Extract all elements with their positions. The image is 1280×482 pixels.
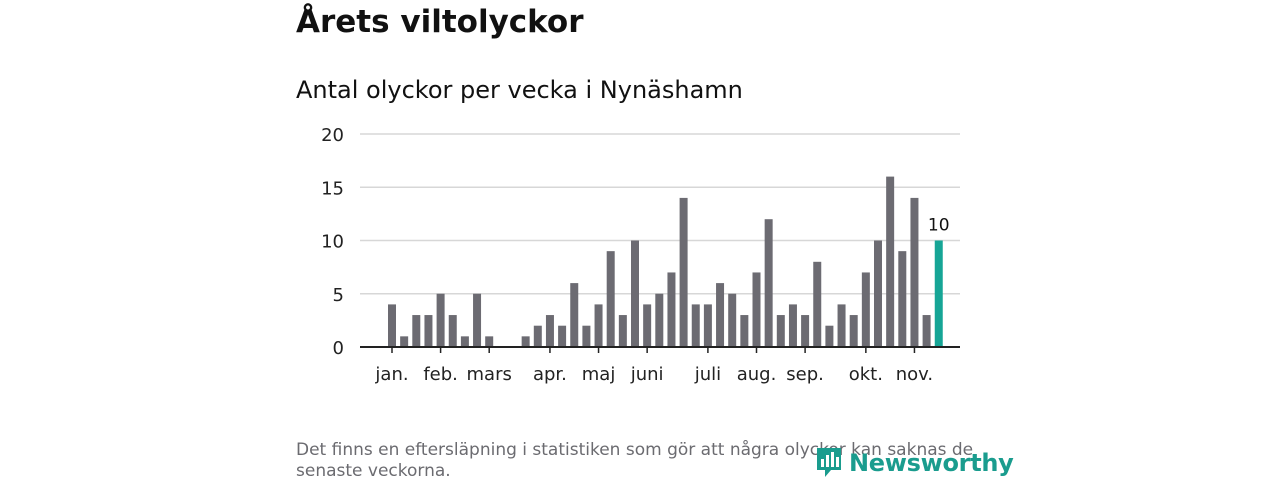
x-tick-label: sep. — [786, 364, 824, 385]
bar — [861, 272, 870, 347]
x-axis-ticks: jan. feb. mars apr. maj juni juli aug. sep. okt. n… — [374, 347, 933, 385]
x-tick-label: juni — [630, 364, 664, 385]
chart-title: Antal olyckor per vecka i Nynäshamn — [296, 76, 743, 104]
x-tick-label: mars — [467, 364, 512, 385]
bar — [849, 315, 858, 347]
bar — [424, 315, 433, 347]
bar — [400, 336, 409, 347]
bars — [388, 176, 943, 347]
bar — [533, 325, 542, 347]
bar — [667, 272, 676, 347]
bar — [728, 293, 737, 347]
data-label-latest: 10 — [928, 216, 950, 236]
bar — [788, 304, 797, 347]
x-tick-label: juli — [694, 364, 721, 385]
headline: Årets viltolyckor — [296, 4, 584, 40]
x-tick-label: jan. — [374, 364, 408, 385]
bar — [606, 251, 615, 347]
bar — [558, 325, 567, 347]
bar — [691, 304, 700, 347]
bar — [412, 315, 421, 347]
newsworthy-logo-icon — [817, 448, 841, 477]
bar — [752, 272, 761, 347]
bar — [801, 315, 810, 347]
bar — [545, 315, 554, 347]
bar — [703, 304, 712, 347]
bar — [618, 315, 627, 347]
bar — [460, 336, 469, 347]
y-tick-label: 5 — [333, 285, 344, 306]
bar — [388, 304, 396, 347]
x-tick-label: nov. — [896, 364, 933, 385]
bar — [448, 315, 457, 347]
bar — [922, 315, 931, 347]
bar — [570, 283, 579, 347]
bar — [594, 304, 603, 347]
bar — [910, 197, 919, 347]
grid-lines — [360, 133, 960, 295]
bar — [813, 261, 822, 347]
bar — [825, 325, 834, 347]
y-tick-label: 10 — [321, 232, 344, 253]
x-tick-label: maj — [582, 364, 616, 385]
x-tick-label: feb. — [423, 364, 458, 385]
bar — [716, 283, 725, 347]
bar — [655, 293, 664, 347]
x-tick-label: okt. — [849, 364, 883, 385]
bar — [740, 315, 749, 347]
bar — [521, 336, 530, 347]
y-tick-label: 20 — [321, 125, 344, 146]
bar — [874, 240, 882, 347]
y-axis-ticks: 0 5 10 15 20 — [321, 125, 344, 359]
bar — [631, 240, 639, 347]
bar — [886, 176, 895, 347]
brand-name: Newsworthy — [849, 449, 1014, 477]
bar — [898, 251, 907, 347]
bar — [643, 304, 652, 347]
bar — [776, 315, 785, 347]
x-tick-label: aug. — [737, 364, 777, 385]
x-tick-label: apr. — [533, 364, 567, 385]
bar — [837, 304, 846, 347]
bar-highlight — [934, 240, 943, 347]
footnote: Det finns en eftersläpning i statistiken… — [296, 440, 974, 481]
brand-logo[interactable]: Newsworthy — [815, 446, 1014, 480]
bar — [679, 197, 688, 347]
bar — [764, 219, 773, 347]
bar — [473, 293, 482, 347]
bar — [485, 336, 494, 347]
data-labels: 10 — [928, 216, 950, 236]
y-tick-label: 15 — [321, 178, 344, 199]
bar — [582, 325, 591, 347]
bar — [436, 293, 445, 347]
y-tick-label: 0 — [333, 338, 344, 359]
